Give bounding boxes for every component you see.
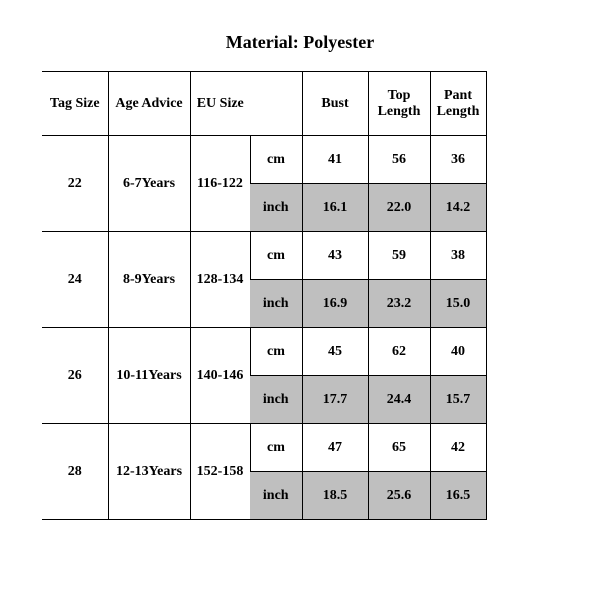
table-row: 2812-13Years152-158cm476542	[42, 424, 486, 472]
cell-top-cm: 65	[368, 424, 430, 472]
size-table-wrap: Tag Size Age Advice EU Size Bust Top Len…	[42, 71, 600, 520]
col-top-length: Top Length	[368, 72, 430, 136]
col-tag-size: Tag Size	[42, 72, 108, 136]
cell-top-cm: 62	[368, 328, 430, 376]
col-unit	[250, 72, 302, 136]
cell-eu-size: 140-146	[190, 328, 250, 424]
cell-top-inch: 22.0	[368, 184, 430, 232]
table-row: 248-9Years128-134cm435938	[42, 232, 486, 280]
cell-bust-inch: 16.1	[302, 184, 368, 232]
unit-inch: inch	[250, 376, 302, 424]
col-pant-length: Pant Length	[430, 72, 486, 136]
unit-inch: inch	[250, 280, 302, 328]
cell-top-inch: 25.6	[368, 472, 430, 520]
unit-inch: inch	[250, 472, 302, 520]
cell-age-advice: 8-9Years	[108, 232, 190, 328]
cell-pant-cm: 36	[430, 136, 486, 184]
col-age-advice: Age Advice	[108, 72, 190, 136]
cell-bust-inch: 17.7	[302, 376, 368, 424]
cell-top-inch: 23.2	[368, 280, 430, 328]
cell-tag-size: 22	[42, 136, 108, 232]
unit-cm: cm	[250, 328, 302, 376]
cell-bust-cm: 47	[302, 424, 368, 472]
cell-bust-cm: 45	[302, 328, 368, 376]
cell-pant-inch: 15.7	[430, 376, 486, 424]
cell-pant-cm: 42	[430, 424, 486, 472]
cell-bust-cm: 41	[302, 136, 368, 184]
page-title: Material: Polyester	[0, 0, 600, 71]
table-row: 2610-11Years140-146cm456240	[42, 328, 486, 376]
cell-bust-cm: 43	[302, 232, 368, 280]
cell-pant-cm: 38	[430, 232, 486, 280]
table-row: 226-7Years116-122cm415636	[42, 136, 486, 184]
header-row: Tag Size Age Advice EU Size Bust Top Len…	[42, 72, 486, 136]
cell-tag-size: 24	[42, 232, 108, 328]
size-table-body: 226-7Years116-122cm415636inch16.122.014.…	[42, 136, 486, 520]
unit-inch: inch	[250, 184, 302, 232]
cell-age-advice: 10-11Years	[108, 328, 190, 424]
unit-cm: cm	[250, 232, 302, 280]
cell-top-cm: 56	[368, 136, 430, 184]
cell-pant-inch: 16.5	[430, 472, 486, 520]
cell-pant-inch: 14.2	[430, 184, 486, 232]
col-eu-size: EU Size	[190, 72, 250, 136]
cell-top-cm: 59	[368, 232, 430, 280]
cell-age-advice: 12-13Years	[108, 424, 190, 520]
unit-cm: cm	[250, 424, 302, 472]
cell-tag-size: 26	[42, 328, 108, 424]
size-table: Tag Size Age Advice EU Size Bust Top Len…	[42, 71, 487, 520]
unit-cm: cm	[250, 136, 302, 184]
cell-pant-inch: 15.0	[430, 280, 486, 328]
cell-tag-size: 28	[42, 424, 108, 520]
cell-bust-inch: 16.9	[302, 280, 368, 328]
cell-eu-size: 128-134	[190, 232, 250, 328]
cell-eu-size: 152-158	[190, 424, 250, 520]
cell-bust-inch: 18.5	[302, 472, 368, 520]
cell-top-inch: 24.4	[368, 376, 430, 424]
cell-eu-size: 116-122	[190, 136, 250, 232]
cell-age-advice: 6-7Years	[108, 136, 190, 232]
col-bust: Bust	[302, 72, 368, 136]
cell-pant-cm: 40	[430, 328, 486, 376]
